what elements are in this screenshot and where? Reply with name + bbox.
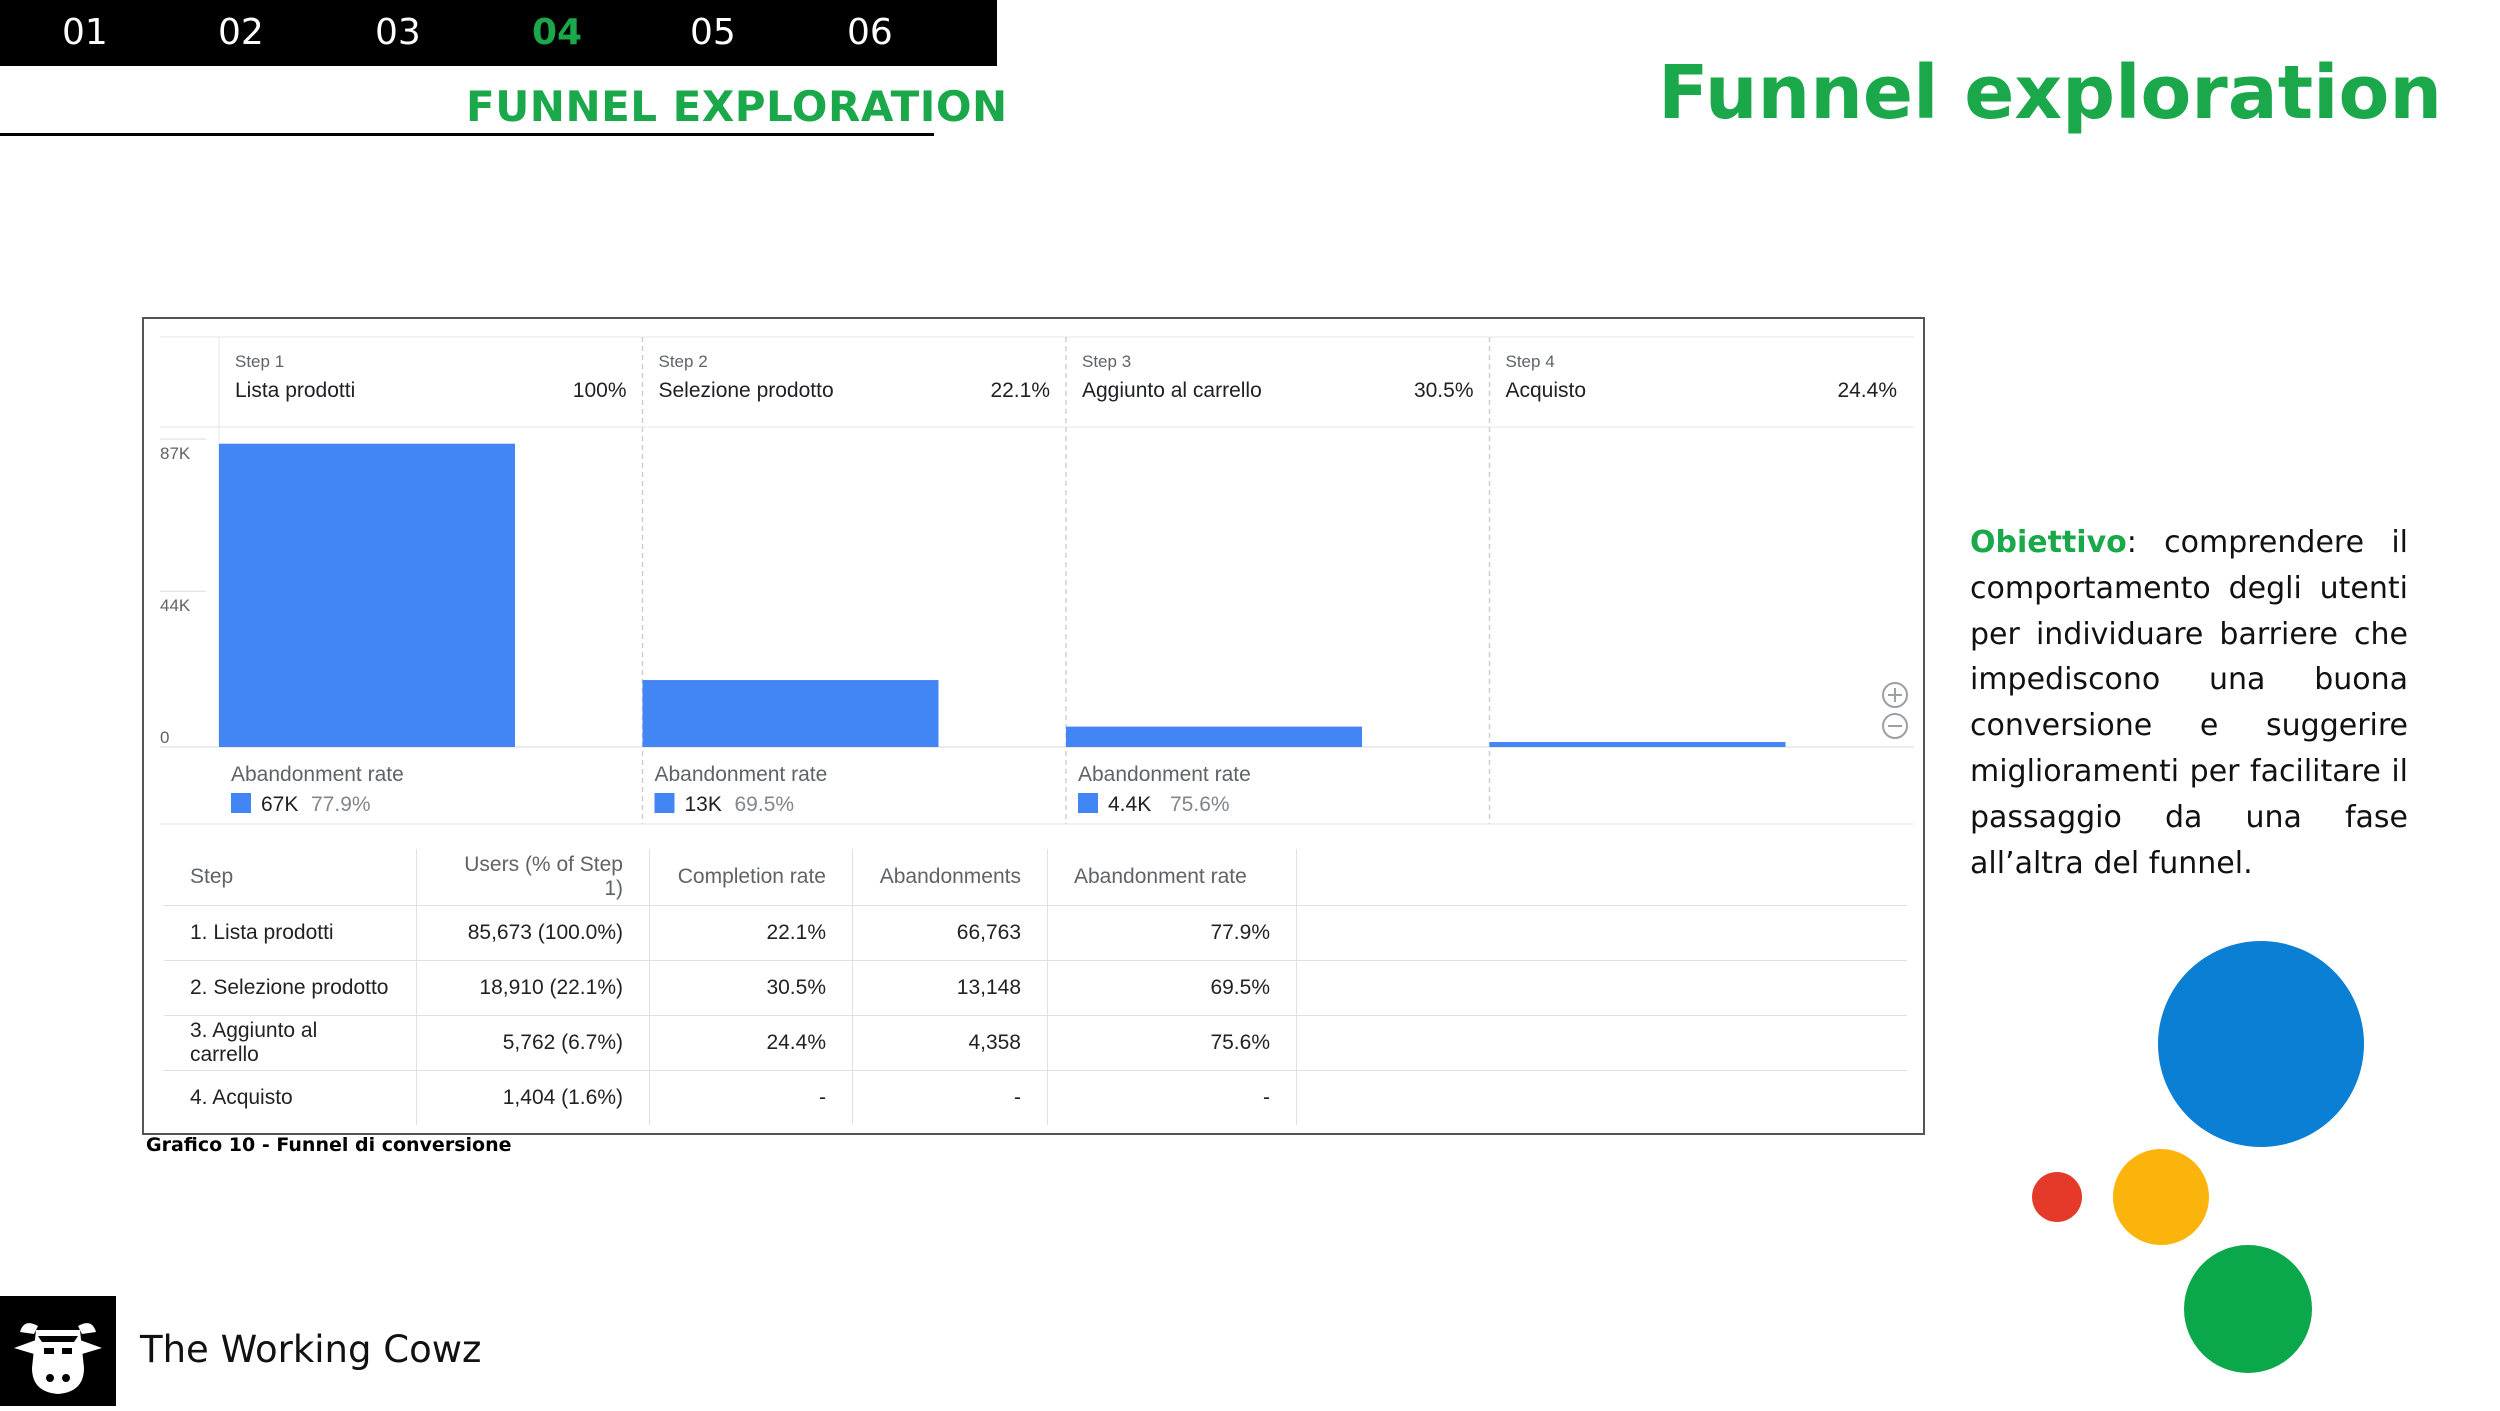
chart-caption: Grafico 10 - Funnel di conversione <box>146 1134 512 1156</box>
section-underline <box>0 133 934 136</box>
brand-name: The Working Cowz <box>140 1328 482 1371</box>
table-row: 2. Selezione prodotto 18,910 (22.1%) 30.… <box>164 960 1907 1016</box>
cell-abandonment-rate: 77.9% <box>1047 905 1297 961</box>
step-number-label: Step 1 <box>235 352 284 371</box>
funnel-bar[interactable] <box>642 680 939 747</box>
cell-abandonments: 66,763 <box>852 905 1048 961</box>
step-name-label: Lista prodotti <box>235 379 355 402</box>
step-number-label: Step 3 <box>1082 352 1131 371</box>
cell-abandonments: 13,148 <box>852 960 1048 1016</box>
cow-head-icon <box>14 1323 102 1394</box>
decorative-red-circle <box>2032 1172 2082 1222</box>
zoom-out-icon[interactable] <box>1882 713 1908 739</box>
cell-abandonment-rate: 75.6% <box>1047 1015 1297 1071</box>
abandonment-swatch <box>231 793 251 813</box>
cell-abandonment-rate: 69.5% <box>1047 960 1297 1016</box>
top-nav: 01 02 03 04 05 06 <box>0 0 997 66</box>
objective-text: : comprendere il comportamento degli ute… <box>1970 525 2408 881</box>
header-completion-rate[interactable]: Completion rate <box>649 849 853 906</box>
abandonment-rate-label: Abandonment rate <box>231 763 404 786</box>
cell-completion-rate: 30.5% <box>649 960 853 1016</box>
abandonment-value: 4.4K <box>1108 793 1151 816</box>
funnel-bar[interactable] <box>1066 726 1362 747</box>
decorative-blue-circle <box>2158 941 2364 1147</box>
page-title: Funnel exploration <box>1657 50 2442 136</box>
abandonment-value: 13K <box>685 793 722 816</box>
decorative-green-circle <box>2184 1245 2312 1373</box>
cell-completion-rate: 22.1% <box>649 905 853 961</box>
cell-users: 1,404 (1.6%) <box>416 1070 650 1125</box>
funnel-table: Step Users (% of Step 1) Completion rate… <box>164 849 1907 1125</box>
funnel-chart: 87K 44K 0 Step 1 Lista prodotti 100% Step 2 Se… <box>160 336 1914 825</box>
nav-item-02[interactable]: 02 <box>218 12 264 53</box>
header-abandonment-rate[interactable]: Abandonment rate <box>1047 849 1297 906</box>
nav-item-03[interactable]: 03 <box>375 12 421 53</box>
abandonment-percent: 77.9% <box>311 793 371 816</box>
header-users[interactable]: Users (% of Step 1) <box>416 849 650 906</box>
cell-users: 18,910 (22.1%) <box>416 960 650 1016</box>
cell-completion-rate: - <box>649 1070 853 1125</box>
objective-paragraph: Obiettivo: comprendere il comportamento … <box>1970 520 2408 886</box>
funnel-bar[interactable] <box>1489 742 1786 747</box>
cell-users: 85,673 (100.0%) <box>416 905 650 961</box>
step-name-label: Selezione prodotto <box>659 379 834 402</box>
objective-label: Obiettivo <box>1970 525 2127 560</box>
step-percent-label: 100% <box>573 379 627 402</box>
step-percent-label: 30.5% <box>1414 379 1474 402</box>
cell-abandonments: 4,358 <box>852 1015 1048 1071</box>
table-row: 1. Lista prodotti 85,673 (100.0%) 22.1% … <box>164 905 1907 961</box>
cell-abandonment-rate: - <box>1047 1070 1297 1125</box>
zoom-in-icon[interactable] <box>1882 682 1908 708</box>
step-name-label: Aggiunto al carrello <box>1082 379 1262 402</box>
abandonment-rate-label: Abandonment rate <box>655 763 828 786</box>
header-abandonments[interactable]: Abandonments <box>852 849 1048 906</box>
abandonment-swatch <box>1078 793 1098 813</box>
cell-step: 3. Aggiunto al carrello <box>164 1015 417 1071</box>
cell-step: 4. Acquisto <box>164 1070 417 1125</box>
cell-abandonments: - <box>852 1070 1048 1125</box>
funnel-bar[interactable] <box>219 443 515 747</box>
table-header-row: Step Users (% of Step 1) Completion rate… <box>164 849 1907 906</box>
abandonment-value: 67K <box>261 793 298 816</box>
decorative-yellow-circle <box>2113 1149 2209 1245</box>
step-name-label: Acquisto <box>1506 379 1587 402</box>
cell-completion-rate: 24.4% <box>649 1015 853 1071</box>
abandonment-percent: 75.6% <box>1170 793 1230 816</box>
step-number-label: Step 2 <box>659 352 708 371</box>
table-row: 4. Acquisto 1,404 (1.6%) - - - <box>164 1070 1907 1125</box>
step-percent-label: 22.1% <box>990 379 1050 402</box>
nav-item-01[interactable]: 01 <box>62 12 108 53</box>
abandonment-rate-label: Abandonment rate <box>1078 763 1251 786</box>
cell-users: 5,762 (6.7%) <box>416 1015 650 1071</box>
abandonment-percent: 69.5% <box>735 793 795 816</box>
y-tick-label: 44K <box>160 596 191 615</box>
nav-item-04[interactable]: 04 <box>532 12 583 53</box>
header-step[interactable]: Step <box>164 849 417 906</box>
cell-step: 2. Selezione prodotto <box>164 960 417 1016</box>
step-number-label: Step 4 <box>1506 352 1555 371</box>
y-tick-label: 87K <box>160 444 191 463</box>
funnel-chart-frame: 87K 44K 0 Step 1 Lista prodotti 100% Step 2 Se… <box>142 317 1925 1135</box>
logo <box>0 1296 116 1406</box>
y-tick-label: 0 <box>160 728 169 747</box>
abandonment-swatch <box>654 793 675 813</box>
nav-item-05[interactable]: 05 <box>690 12 736 53</box>
step-percent-label: 24.4% <box>1837 379 1897 402</box>
cell-step: 1. Lista prodotti <box>164 905 417 961</box>
table-row: 3. Aggiunto al carrello 5,762 (6.7%) 24.… <box>164 1015 1907 1071</box>
nav-item-06[interactable]: 06 <box>847 12 893 53</box>
section-title: FUNNEL EXPLORATION <box>466 82 1008 131</box>
